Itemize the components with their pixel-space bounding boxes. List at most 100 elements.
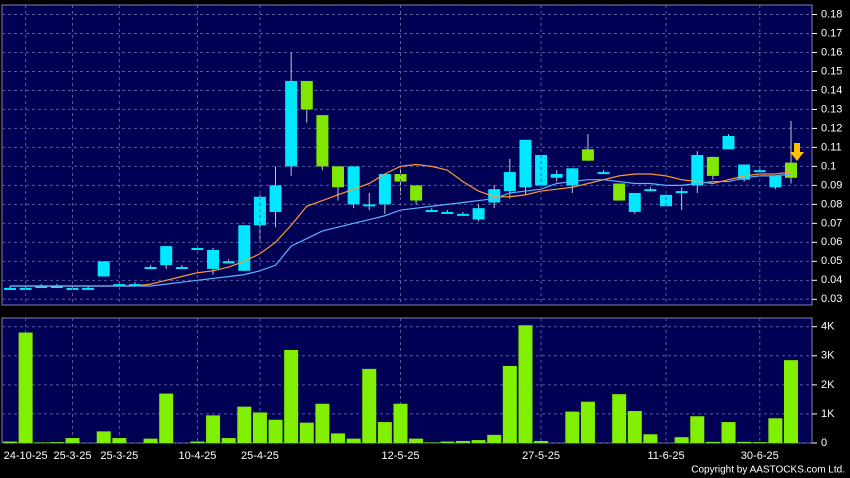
x-tick-label: 25-4-25 [241,450,279,462]
volume-bar [393,403,408,443]
candle-body [628,192,641,212]
volume-bar [565,411,580,443]
volume-bar [784,360,798,443]
y-tick-label: 0.17 [821,27,842,39]
volume-bar [705,441,720,443]
volume-bar [580,401,595,443]
y-tick-label: 0.15 [821,65,842,77]
volume-bar [690,416,705,443]
volume-bar [315,403,330,443]
volume-bar [455,440,470,443]
candle-body [300,80,313,110]
candle-body [35,286,48,289]
candle-body [597,172,610,175]
y-tick-label: 0.11 [821,141,842,153]
volume-bar [331,433,346,443]
volume-bar [18,332,33,443]
y-tick-label: 0.03 [821,293,842,305]
x-tick-label: 10-4-25 [178,450,216,462]
candle-body [363,204,376,207]
volume-bar [34,442,49,443]
x-tick-label: 27-5-25 [522,450,560,462]
candle-body [285,80,298,167]
candle-body [144,267,157,270]
y-tick-label: 0.18 [821,8,842,20]
candle-body [97,261,110,277]
candle-body [238,225,251,271]
candle-body [456,213,469,216]
x-tick-label: 25-3-25 [54,450,92,462]
candle-body [722,136,735,150]
candle-body [113,284,126,287]
volume-bar [502,365,517,443]
candle-body [660,194,673,207]
y-tick-label: 0.13 [821,103,842,115]
volume-bar [252,412,267,443]
volume-bar [268,419,283,443]
volume-bar [612,394,627,443]
candle-body [550,173,563,178]
candle-body [519,139,532,188]
y-tick-label: 4K [821,321,835,333]
x-tick-label: 25-3-25 [100,450,138,462]
volume-bar [299,422,314,443]
volume-bar [346,438,361,443]
candle-body [441,211,454,214]
volume-bar [65,438,80,443]
y-tick-label: 0.06 [821,236,842,248]
x-tick-label: 11-6-25 [647,450,684,462]
candle-body [691,155,704,186]
volume-bar [112,438,127,443]
volume-bar [206,415,221,443]
volume-bar [362,368,377,443]
candle-body [410,185,423,201]
moving-average [10,163,792,287]
volume-bar [440,441,455,443]
y-tick-label: 1K [821,408,835,420]
volume-bar [487,434,502,443]
y-tick-label: 2K [821,379,835,391]
candle-body [82,287,95,290]
candle-body [207,249,220,269]
candle-body [675,191,688,194]
volume-bar [424,442,439,443]
candle-body [160,246,173,266]
y-tick-label: 0.05 [821,255,842,267]
y-tick-label: 3K [821,350,835,362]
y-tick-label: 0.1 [821,160,836,172]
volume-bar [752,442,767,443]
volume-bar [627,411,642,443]
candle-body [785,162,797,178]
y-tick-label: 0.04 [821,274,842,286]
candle-body [581,149,594,161]
volume-bar [721,422,736,443]
volume-bar [518,325,533,443]
volume-bar [471,440,486,443]
y-tick-label: 0.14 [821,84,842,96]
x-tick-label: 12-5-25 [382,450,420,462]
volume-bar [737,441,752,443]
volume-bar [221,438,236,443]
candle-body [503,172,516,192]
volume-bar [674,437,689,443]
candle-body [269,185,282,212]
candle-body [613,183,626,201]
volume-bar [409,438,424,443]
candle-body [644,189,657,192]
candle-body [753,170,766,173]
candle-body [222,261,235,264]
candle-body [191,248,204,251]
y-tick-label: 0.12 [821,122,842,134]
y-tick-label: 0 [821,437,827,449]
volume-bar [237,406,252,443]
volume-bar [190,441,205,443]
y-tick-label: 0.16 [821,46,842,58]
candle-body [566,168,579,186]
candle-body [535,155,548,186]
candle-body [4,287,16,290]
candle-body [50,286,63,289]
volume-bar [143,438,158,443]
y-tick-label: 0.09 [821,179,842,191]
copyright: Copyright by AASTOCKS.com Ltd. [691,465,845,476]
